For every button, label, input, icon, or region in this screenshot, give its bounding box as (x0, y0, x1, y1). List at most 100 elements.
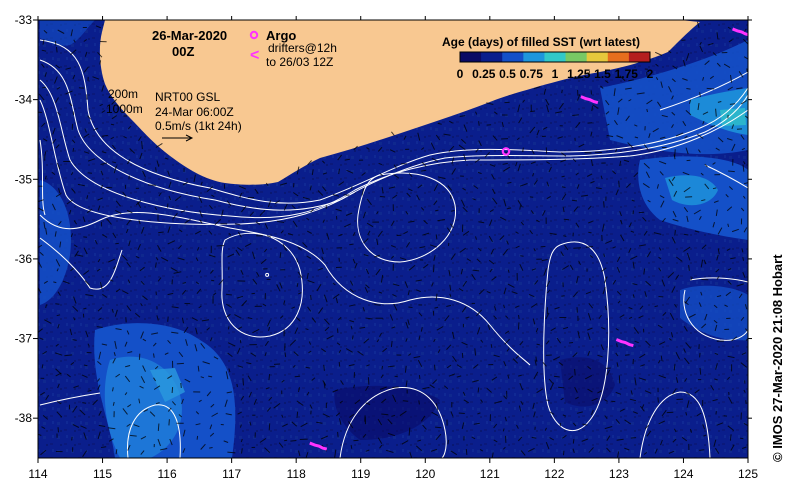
current-vector (54, 231, 57, 237)
current-vector (195, 257, 199, 262)
current-vector (72, 305, 79, 312)
current-vector (640, 364, 645, 367)
current-vector (51, 203, 56, 211)
current-vector (108, 438, 114, 442)
current-vector (41, 122, 46, 128)
colorbar-border (459, 51, 651, 63)
current-vector (492, 188, 496, 194)
current-vector (573, 77, 582, 80)
current-vector (42, 138, 48, 142)
current-vector (86, 208, 93, 214)
current-vector (612, 279, 617, 285)
current-vector (178, 414, 183, 418)
current-vector (726, 376, 731, 380)
current-vector (265, 387, 270, 390)
current-vector (66, 373, 71, 378)
current-vector (210, 269, 214, 274)
current-vector (672, 65, 678, 70)
current-vector (253, 398, 257, 405)
current-vector (694, 389, 700, 394)
current-vector (155, 262, 157, 268)
current-vector (296, 411, 299, 419)
current-vector (349, 304, 355, 307)
current-vector (606, 123, 610, 126)
current-vector (83, 270, 90, 276)
current-vector (700, 291, 703, 296)
current-vector (572, 114, 579, 116)
current-vector (392, 283, 400, 287)
current-vector (741, 248, 744, 253)
current-vector (499, 235, 505, 241)
current-vector (434, 364, 436, 371)
current-vector (100, 170, 104, 176)
current-vector (311, 377, 316, 381)
current-vector (291, 421, 298, 427)
current-vector (242, 378, 244, 386)
current-vector (617, 451, 620, 458)
current-vector (685, 147, 689, 155)
current-vector (94, 239, 98, 245)
current-vector (585, 291, 592, 295)
current-vector (405, 380, 408, 388)
current-vector (548, 378, 554, 384)
current-vector (451, 157, 455, 165)
current-vector (460, 199, 466, 207)
current-vector (545, 442, 550, 450)
current-vector (200, 376, 205, 379)
current-vector (564, 244, 569, 251)
current-vector (475, 148, 479, 153)
current-vector (391, 245, 396, 248)
current-vector (674, 230, 676, 236)
current-vector (503, 287, 507, 295)
x-tick-label: 118 (287, 467, 306, 481)
current-vector (264, 223, 269, 230)
current-vector (643, 144, 649, 150)
current-vector (522, 147, 524, 152)
current-vector (322, 186, 327, 192)
current-vector (459, 247, 466, 253)
current-vector (292, 220, 298, 228)
current-vector (450, 450, 458, 456)
y-tick-label: -35 (15, 172, 33, 186)
current-vector (499, 216, 507, 221)
current-vector (376, 211, 379, 215)
current-vector (489, 164, 496, 167)
current-vector (38, 244, 43, 248)
current-vector (725, 194, 729, 198)
current-vector (478, 288, 485, 295)
current-vector (676, 256, 683, 262)
current-vector (211, 279, 215, 282)
current-vector (86, 195, 89, 200)
current-vector (604, 80, 609, 84)
current-vector (597, 354, 603, 358)
current-vector (686, 215, 689, 223)
current-vector (704, 60, 710, 66)
plot-frame (37, 19, 749, 459)
current-vector (349, 243, 354, 246)
current-vector (53, 281, 57, 284)
current-vector (306, 230, 312, 234)
current-vector (549, 411, 555, 415)
current-vector (85, 330, 89, 338)
current-vector (520, 221, 524, 226)
current-vector (465, 449, 468, 455)
current-vector (531, 149, 535, 155)
current-vector (394, 375, 398, 378)
colorbar-tick-label: 2 (647, 67, 654, 81)
current-vector (174, 195, 182, 202)
current-vector (167, 240, 176, 245)
current-vector (241, 300, 248, 307)
current-vector (181, 289, 187, 295)
current-vector (302, 242, 308, 248)
current-vector (661, 279, 666, 287)
current-vector (393, 164, 398, 169)
current-vector (392, 293, 397, 297)
current-vector (716, 422, 724, 426)
current-vector (137, 243, 141, 251)
current-vector (587, 388, 593, 393)
current-vector (701, 323, 707, 329)
current-vector (703, 259, 707, 265)
current-vector (154, 365, 159, 370)
current-vector (604, 305, 608, 311)
current-vector (234, 223, 241, 226)
